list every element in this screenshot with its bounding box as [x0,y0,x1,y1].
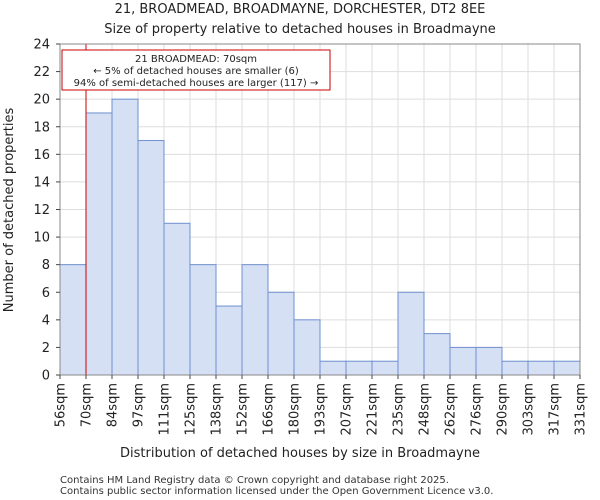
x-tick-label: 207sqm [340,383,355,436]
y-tick-label: 0 [42,369,50,384]
bar [189,264,217,376]
bar [267,291,295,376]
x-tick-label: 331sqm [574,383,589,436]
x-tick-label: 111sqm [158,383,173,436]
y-tick-label: 2 [42,341,50,356]
x-tick-label: 152sqm [236,383,251,436]
x-tick-label: 221sqm [366,383,381,436]
bar [215,305,243,376]
bar [319,360,347,376]
annotation-line-3: 94% of semi-detached houses are larger (… [74,78,319,89]
x-tick-label: 180sqm [288,383,303,436]
y-tick-label: 4 [42,313,50,328]
y-tick-label: 14 [33,175,50,190]
y-tick-label: 6 [42,286,50,301]
bar [163,222,191,376]
y-tick-label: 22 [33,65,50,80]
x-tick-label: 125sqm [184,383,199,436]
x-tick-label: 56sqm [54,383,69,427]
chart-title: 21, BROADMEAD, BROADMAYNE, DORCHESTER, D… [115,2,486,17]
bars [59,98,581,376]
x-tick-label: 235sqm [392,383,407,436]
bar [475,346,503,376]
bar [59,264,87,376]
footer-line-2: Contains public sector information licen… [60,486,493,497]
x-tick-label: 138sqm [210,383,225,436]
bar [501,360,529,376]
footer-line-1: Contains HM Land Registry data © Crown c… [60,475,449,486]
x-tick-label: 97sqm [132,383,147,427]
bar [449,346,477,376]
x-tick-label: 166sqm [262,383,277,436]
bar [345,360,373,376]
x-tick-label: 262sqm [444,383,459,436]
y-tick-label: 24 [33,38,50,53]
y-tick-label: 10 [33,231,50,246]
bar [423,333,451,376]
x-tick-label: 84sqm [106,383,121,427]
bar [527,360,555,376]
y-tick-label: 20 [33,93,50,108]
y-tick-label: 12 [33,203,50,218]
annotation-box: 21 BROADMEAD: 70sqm ← 5% of detached hou… [61,49,331,91]
bar [241,264,269,376]
x-axis-ticks: 56sqm 70sqm 84sqm 97sqm 111sqm 125sqm 138sqm 15… [54,375,589,436]
bar [85,112,113,376]
y-tick-label: 8 [42,258,50,273]
x-axis-label: Distribution of detached houses by size … [120,446,480,461]
annotation-frame [61,49,331,91]
x-tick-label: 70sqm [80,383,95,427]
x-tick-label: 290sqm [496,383,511,436]
annotation-line-2: ← 5% of detached houses are smaller (6) [93,66,299,77]
bar [293,319,321,376]
y-tick-label: 18 [33,120,50,135]
annotation-line-1: 21 BROADMEAD: 70sqm [135,54,257,65]
x-tick-label: 248sqm [418,383,433,436]
x-tick-label: 193sqm [314,383,329,436]
bar [111,98,139,376]
y-tick-label: 16 [33,148,50,163]
x-tick-label: 317sqm [548,383,563,436]
x-tick-label: 303sqm [522,383,537,436]
bar [397,291,425,376]
chart-subtitle: Size of property relative to detached ho… [104,22,496,37]
bar [553,360,581,376]
bar [371,360,399,376]
y-axis-label: Number of detached properties [2,108,17,313]
x-tick-label: 276sqm [470,383,485,436]
bar [137,140,165,376]
